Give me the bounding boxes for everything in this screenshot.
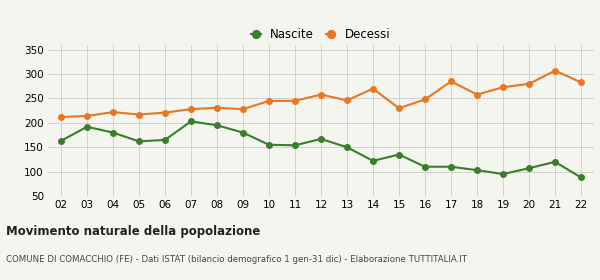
Nascite — [343, 146, 350, 149]
Nascite — [265, 143, 272, 146]
Decessi — [499, 86, 506, 89]
Decessi — [526, 82, 533, 85]
Decessi — [58, 115, 65, 119]
Nascite — [551, 160, 559, 164]
Nascite — [395, 153, 403, 156]
Decessi — [473, 93, 481, 96]
Decessi — [109, 110, 116, 114]
Decessi — [214, 106, 221, 109]
Decessi — [343, 99, 350, 102]
Text: COMUNE DI COMACCHIO (FE) - Dati ISTAT (bilancio demografico 1 gen-31 dic) - Elab: COMUNE DI COMACCHIO (FE) - Dati ISTAT (b… — [6, 255, 467, 264]
Text: Movimento naturale della popolazione: Movimento naturale della popolazione — [6, 225, 260, 238]
Decessi — [83, 114, 91, 118]
Nascite — [83, 125, 91, 129]
Decessi — [421, 98, 428, 101]
Legend: Nascite, Decessi: Nascite, Decessi — [247, 24, 395, 46]
Nascite — [109, 131, 116, 134]
Decessi — [577, 81, 584, 84]
Line: Decessi: Decessi — [58, 68, 584, 120]
Nascite — [317, 137, 325, 141]
Line: Nascite: Nascite — [58, 119, 584, 180]
Decessi — [161, 111, 169, 114]
Nascite — [239, 131, 247, 134]
Decessi — [395, 106, 403, 110]
Nascite — [370, 159, 377, 163]
Decessi — [265, 99, 272, 102]
Decessi — [370, 87, 377, 90]
Nascite — [187, 120, 194, 123]
Decessi — [551, 69, 559, 72]
Decessi — [292, 99, 299, 102]
Nascite — [577, 176, 584, 179]
Nascite — [526, 167, 533, 170]
Decessi — [317, 93, 325, 96]
Nascite — [161, 138, 169, 142]
Nascite — [448, 165, 455, 168]
Nascite — [292, 144, 299, 147]
Nascite — [421, 165, 428, 168]
Decessi — [187, 108, 194, 111]
Nascite — [473, 169, 481, 172]
Nascite — [58, 139, 65, 143]
Decessi — [136, 113, 143, 116]
Decessi — [239, 108, 247, 111]
Nascite — [499, 172, 506, 176]
Nascite — [214, 123, 221, 127]
Decessi — [448, 80, 455, 83]
Nascite — [136, 140, 143, 143]
